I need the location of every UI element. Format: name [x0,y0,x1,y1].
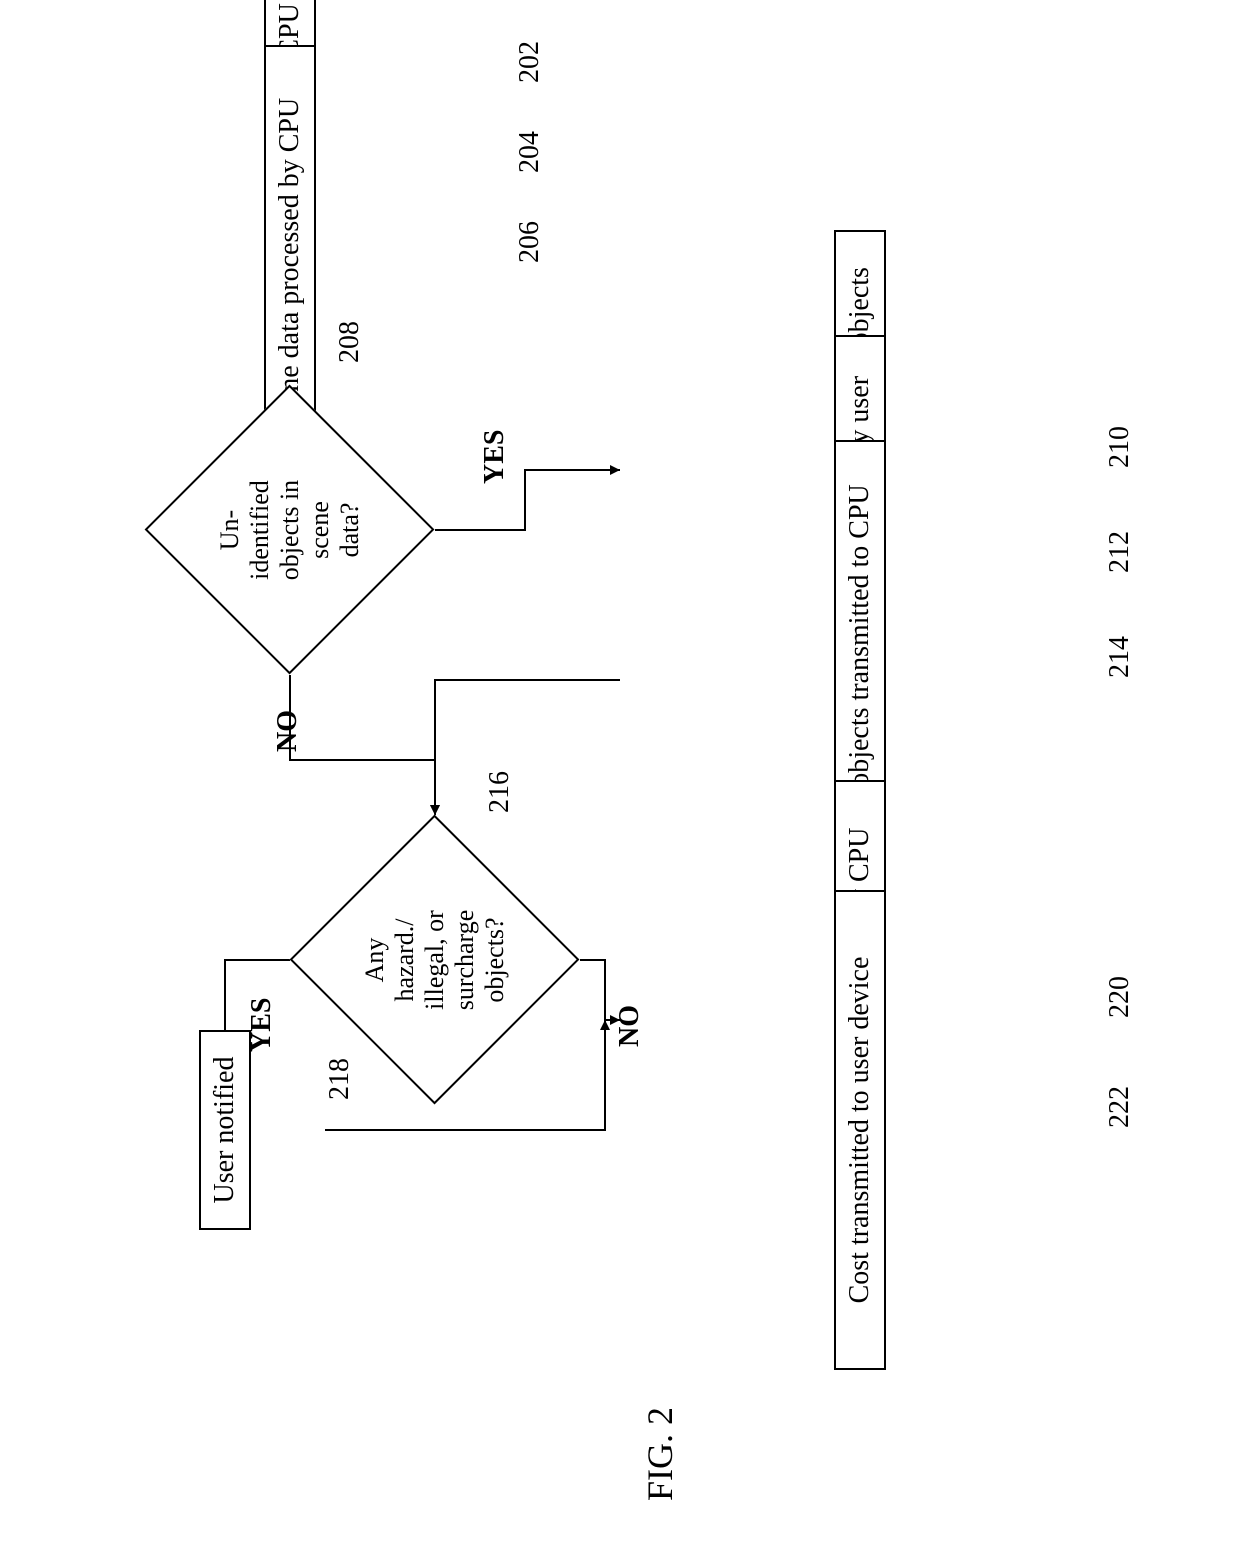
num-text: 220 [1104,976,1135,1018]
process-num-n222: 222 [1104,1077,1136,1137]
edge-7 [435,680,620,815]
figure-label: FIG. 2 [639,1361,681,1501]
edge-label-text: NO [614,1005,645,1047]
process-num-n214: 214 [1104,627,1136,687]
edge-label-text: YES [479,430,510,484]
figure-label-text: FIG. 2 [640,1407,680,1501]
process-num-n202: 202 [514,32,546,92]
process-num-n204: 204 [514,122,546,182]
process-label: User notified [208,1057,242,1204]
num-text: 206 [514,221,545,263]
edge-label-text: YES [246,998,277,1052]
decision-label-text: Any hazard./ illegal, or surcharge objec… [360,910,509,1011]
process-n222: Cost transmitted to user device [834,890,886,1370]
edge-6 [290,675,435,815]
process-num-n212: 212 [1104,522,1136,582]
edge-3 [435,470,620,530]
process-label: Cost transmitted to user device [843,957,877,1304]
process-n218: User notified [199,1030,251,1230]
edges-layer [0,0,1240,1542]
num-text: 212 [1104,531,1135,573]
num-text: 202 [514,41,545,83]
num-text: 210 [1104,426,1135,468]
decision-d208: Un- identified objects in scene data? [145,385,435,675]
process-num-n206: 206 [514,212,546,272]
decision-d216: Any hazard./ illegal, or surcharge objec… [290,815,580,1105]
process-label: Scene data processed by CPU [273,98,307,432]
num-text: 214 [1104,636,1135,678]
decision-num-d216: 216 [484,762,516,822]
decision-num-d208: 208 [334,312,366,372]
num-text: 208 [334,321,365,363]
edge-label-yes1: YES [479,414,511,484]
num-text: 216 [484,771,515,813]
num-text: 204 [514,131,545,173]
edge-label-text: NO [272,710,303,752]
flowchart-canvas: Scene captured at user device202Scene da… [0,0,1240,1542]
edge-label-yes2: YES [246,982,278,1052]
decision-label: Any hazard./ illegal, or surcharge objec… [290,815,580,1105]
edge-label-no1: NO [272,682,304,752]
num-text: 222 [1104,1086,1135,1128]
process-num-n210: 210 [1104,417,1136,477]
decision-label: Un- identified objects in scene data? [145,385,435,675]
edge-label-no2: NO [614,977,646,1047]
process-num-n220: 220 [1104,967,1136,1027]
decision-label-text: Un- identified objects in scene data? [215,480,364,580]
